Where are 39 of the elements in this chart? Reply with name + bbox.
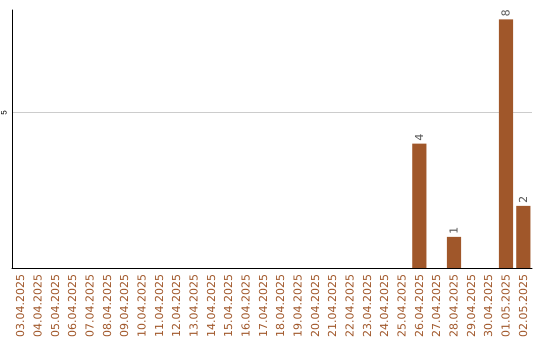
data-label: 4 bbox=[412, 134, 426, 141]
x-tick-label: 26.04.2025 bbox=[412, 274, 426, 337]
y-tick-label: 5 bbox=[0, 110, 8, 115]
x-tick-label: 20.04.2025 bbox=[308, 274, 322, 337]
x-tick-label: 22.04.2025 bbox=[344, 274, 356, 337]
x-tick-label: 17.04.2025 bbox=[256, 274, 270, 337]
x-tick-label: 24.04.2025 bbox=[378, 274, 392, 337]
x-tick-label: 10.04.2025 bbox=[136, 274, 148, 337]
x-tick-label: 30.04.2025 bbox=[482, 274, 496, 337]
x-tick-label: 14.04.2025 bbox=[204, 274, 218, 337]
x-tick-label: 09.04.2025 bbox=[118, 274, 132, 337]
bar bbox=[412, 144, 426, 268]
x-tick-label: 02.05.2025 bbox=[516, 274, 530, 337]
bar bbox=[498, 19, 514, 268]
x-tick-label: 18.04.2025 bbox=[274, 274, 288, 337]
x-tick-label: 25.04.2025 bbox=[396, 274, 408, 337]
bar bbox=[446, 236, 462, 268]
x-tick-label: 21.04.2025 bbox=[326, 274, 340, 337]
x-tick-label: 05.04.2025 bbox=[48, 274, 62, 337]
x-tick-label: 08.04.2025 bbox=[100, 274, 114, 337]
x-tick-label: 01.05.2025 bbox=[500, 274, 512, 337]
x-tick-label: 06.04.2025 bbox=[66, 274, 80, 337]
x-tick-label: 16.04.2025 bbox=[240, 274, 252, 337]
x-tick-label: 03.04.2025 bbox=[14, 274, 28, 337]
x-tick-label: 12.04.2025 bbox=[170, 274, 184, 337]
x-tick-label: 15.04.2025 bbox=[222, 274, 236, 337]
x-tick-label: 28.04.2025 bbox=[448, 274, 460, 337]
x-tick-label: 13.04.2025 bbox=[188, 274, 200, 337]
x-tick-label: 04.04.2025 bbox=[32, 274, 44, 337]
x-tick-label: 19.04.2025 bbox=[292, 274, 304, 337]
data-label: 2 bbox=[516, 196, 530, 203]
x-tick-label: 07.04.2025 bbox=[84, 274, 96, 337]
data-label: 8 bbox=[500, 9, 512, 16]
x-tick-label: 27.04.2025 bbox=[430, 274, 444, 337]
bar bbox=[516, 206, 530, 268]
x-tick-label: 23.04.2025 bbox=[360, 274, 374, 337]
data-label: 1 bbox=[448, 226, 460, 234]
x-tick-label: 11.04.2025 bbox=[152, 274, 166, 337]
x-tick-label: 29.04.2025 bbox=[464, 274, 478, 337]
